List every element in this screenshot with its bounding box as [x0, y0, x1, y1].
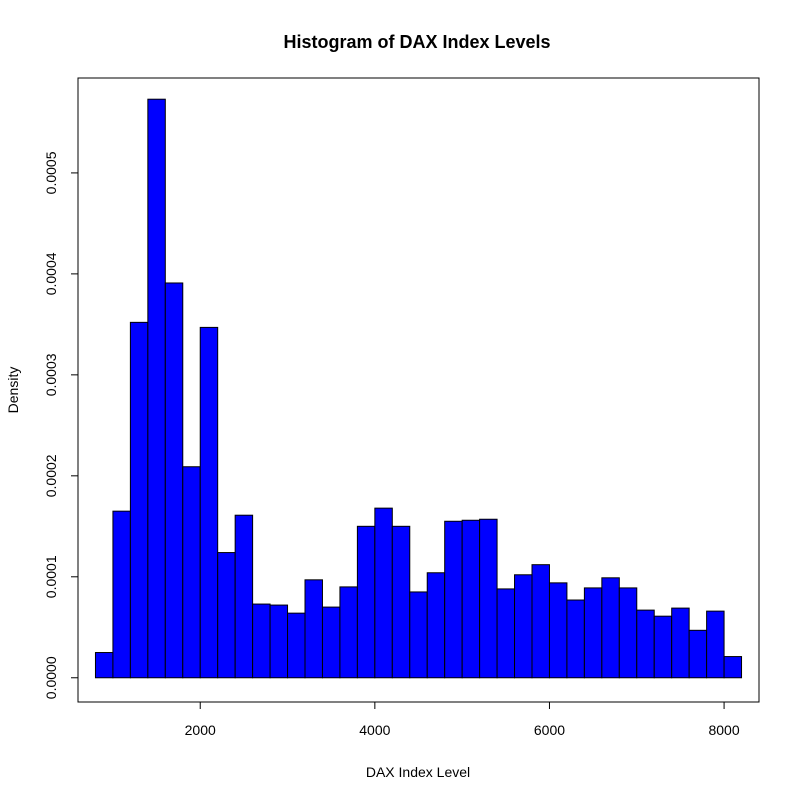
y-axis: 0.0000 0.0001 0.0002 0.0003 0.0004 0.0005	[43, 151, 79, 699]
histogram-bar	[444, 520, 463, 679]
histogram-bar	[601, 577, 620, 679]
histogram-bar	[374, 507, 393, 679]
histogram-bar	[671, 607, 690, 679]
histogram-bar	[653, 615, 673, 679]
histogram-bar	[583, 587, 603, 679]
x-axis-title: DAX Index Level	[366, 764, 470, 780]
histogram-bar	[688, 629, 708, 679]
chart-title: Histogram of DAX Index Levels	[283, 32, 550, 52]
histogram-bar	[217, 552, 236, 679]
y-tick-label: 0.0001	[43, 555, 59, 598]
histogram-bar	[409, 591, 428, 679]
y-tick-label: 0.0003	[43, 353, 59, 396]
y-tick-label: 0.0005	[43, 151, 59, 194]
y-tick-label: 0.0004	[43, 252, 59, 295]
histogram-bar	[234, 514, 254, 679]
x-axis: 2000 4000 6000 8000	[185, 701, 740, 738]
histogram-bar	[479, 518, 498, 679]
y-tick-label: 0.0002	[43, 454, 59, 497]
histogram-bar	[182, 466, 201, 679]
histogram-bar	[252, 603, 271, 679]
y-tick-label: 0.0000	[43, 656, 59, 699]
bars-group	[94, 98, 743, 679]
histogram-bar	[199, 326, 219, 679]
histogram-bar	[129, 321, 149, 679]
histogram-bar	[147, 98, 166, 679]
histogram-bar	[461, 519, 481, 679]
histogram-bar	[636, 609, 655, 679]
x-tick-label: 6000	[534, 722, 565, 738]
histogram-bar	[514, 574, 533, 679]
histogram-bar	[287, 612, 306, 679]
histogram-bar	[618, 587, 638, 679]
histogram-bar	[269, 604, 289, 679]
histogram-bar	[391, 525, 411, 679]
histogram-bar	[566, 599, 585, 679]
histogram-bar	[112, 510, 131, 679]
histogram-bar	[321, 606, 341, 679]
x-tick-label: 4000	[359, 722, 390, 738]
histogram-bar	[496, 588, 516, 679]
histogram-bar	[164, 282, 184, 679]
histogram-bar	[426, 572, 446, 679]
histogram-bar	[339, 586, 358, 679]
histogram-bar	[548, 582, 568, 679]
x-tick-label: 2000	[185, 722, 216, 738]
histogram-bar	[706, 610, 725, 679]
histogram-bar	[304, 579, 323, 679]
histogram-bar	[723, 656, 743, 679]
histogram-bar	[356, 525, 376, 679]
x-tick-label: 8000	[708, 722, 739, 738]
y-axis-title: Density	[5, 367, 21, 414]
histogram-bar	[94, 652, 114, 679]
histogram-bar	[531, 564, 550, 679]
